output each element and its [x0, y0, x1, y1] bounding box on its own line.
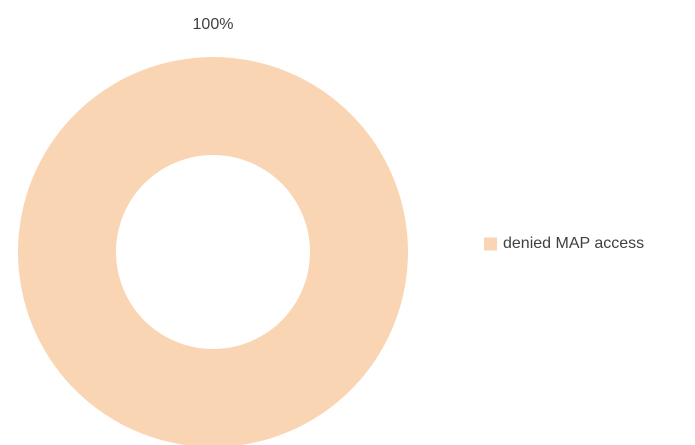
legend-swatch: [484, 237, 497, 251]
donut-slice: [18, 57, 408, 445]
legend-label: denied MAP access: [503, 235, 644, 252]
data-label: 100%: [193, 16, 234, 33]
